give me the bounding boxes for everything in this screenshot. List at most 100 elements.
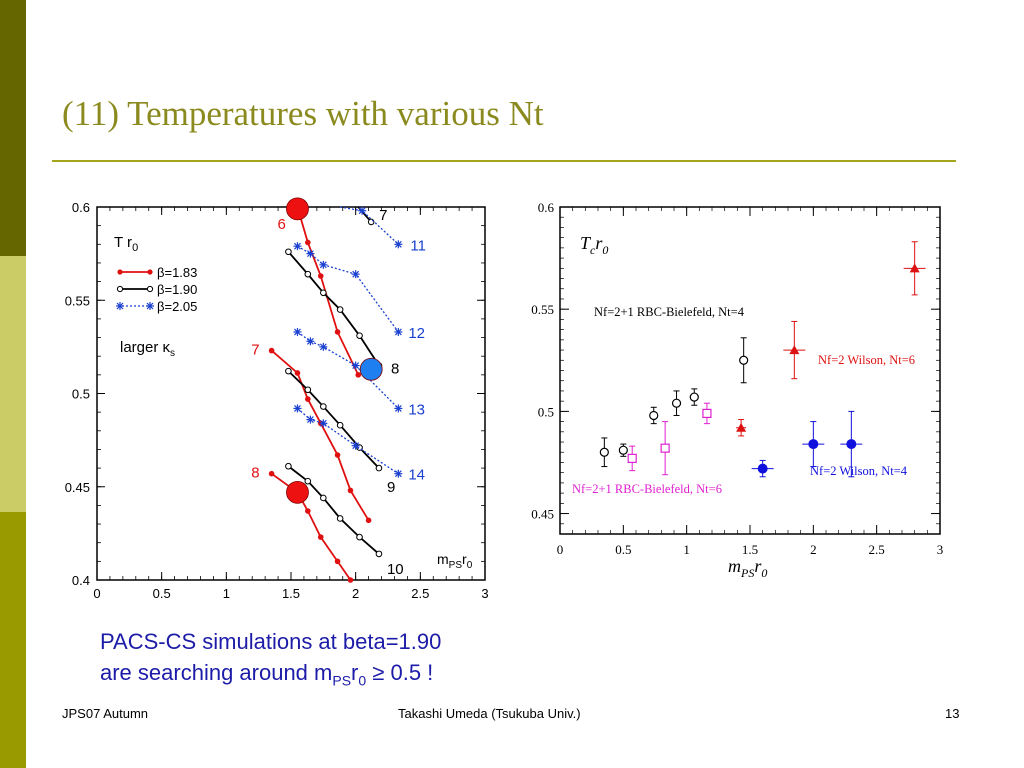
line-label: 14 (408, 467, 425, 484)
line-label: 9 (387, 479, 395, 496)
x-tick-label: 1.5 (742, 542, 758, 557)
star-marker-stroke (294, 404, 301, 412)
filled-dot-marker (347, 577, 354, 583)
series-label: Nf=2 Wilson, Nt=6 (818, 353, 915, 367)
left-chart-legend-title: T r0 (114, 234, 138, 254)
filled-dot-marker (268, 347, 275, 354)
line-label: 7 (251, 342, 259, 359)
y-tick-label: 0.45 (531, 507, 554, 522)
filled-triangle-marker (736, 422, 747, 432)
open-circle-marker (336, 515, 344, 522)
filled-dot-marker (334, 329, 341, 335)
star-marker-stroke (319, 261, 327, 269)
open-circle-marker (356, 332, 363, 339)
highlight-circle (359, 357, 383, 381)
series-3-line-13 (293, 327, 403, 413)
open-circle-marker (285, 462, 292, 470)
series-2-points (627, 402, 712, 476)
filled-dot-marker (294, 370, 301, 376)
series-label: Nf=2 Wilson, Nt=4 (810, 464, 908, 478)
open-circle-marker (367, 218, 375, 226)
star-marker-stroke (394, 470, 402, 478)
filled-dot-marker (334, 558, 341, 565)
left-chart: 0 0.5 1 1.5 2 2.5 3 0.4 0.45 0.5 0.55 0.6 7 8 7 8 9 10 11… (65, 197, 489, 601)
side-bar-top (0, 0, 26, 256)
legend-marker (116, 285, 124, 293)
x-tick-label: 1 (683, 542, 690, 557)
legend-entry: β=2.05 (157, 299, 197, 314)
y-tick-label: 0.45 (65, 480, 90, 495)
footer-center: Takashi Umeda (Tsukuba Univ.) (398, 706, 581, 721)
open-circle-marker (304, 477, 312, 485)
x-tick-label: 2.5 (869, 542, 885, 557)
legend-entry: β=1.90 (157, 282, 197, 297)
x-tick-label: 2.5 (411, 586, 429, 601)
series-label: Nf=2+1 RBC-Bielefeld, Nt=6 (572, 482, 722, 496)
x-tick-label: 0 (93, 586, 100, 601)
open-circle-marker (336, 421, 344, 429)
series-line-path (340, 206, 399, 245)
open-circle-marker (356, 533, 363, 541)
y-tick-label: 0.6 (538, 200, 555, 215)
x-tick-label: 0 (557, 542, 564, 557)
series-line-path (271, 472, 352, 581)
side-bar-middle (0, 256, 26, 512)
star-marker-stroke (294, 328, 301, 336)
filled-triangle-marker (789, 345, 800, 355)
star-marker-stroke (394, 240, 402, 248)
filled-dot-marker (305, 508, 311, 514)
star-marker-stroke (306, 250, 314, 258)
star-marker-stroke (352, 270, 360, 278)
filled-dot-marker (268, 470, 275, 477)
open-circle-marker (304, 270, 312, 278)
star-marker-stroke (306, 337, 314, 345)
note-line-1: PACS-CS simulations at beta=1.90 (100, 629, 442, 654)
star-marker-stroke (352, 362, 360, 369)
open-circle-marker (689, 392, 699, 402)
left-chart-xlabel: mPSr0 (437, 551, 473, 571)
open-circle-marker (320, 289, 327, 297)
left-chart-frame (96, 206, 486, 581)
left-chart-legend-note: larger κs (120, 339, 175, 359)
filled-dot-marker (305, 396, 311, 402)
star-marker-stroke (352, 442, 360, 450)
open-square-marker (627, 453, 637, 463)
x-tick-label: 1 (223, 586, 230, 601)
series-2-line-9 (285, 367, 383, 472)
y-tick-label: 0.5 (72, 387, 90, 402)
filled-circle-marker (808, 439, 819, 450)
line-label: 10 (387, 561, 404, 578)
series-3-line-12 (293, 242, 403, 336)
y-tick-label: 0.4 (72, 573, 90, 588)
note-sub-ps: PS (332, 672, 352, 689)
side-bar-bottom (0, 512, 26, 768)
note-r: r (351, 660, 359, 685)
line-label: 13 (408, 401, 425, 418)
series-3-line-14 (293, 404, 403, 478)
open-square-marker (702, 408, 712, 419)
right-chart: 0 0.5 1 1.5 2 2.5 3 0.45 0.5 0.55 0.6 Tcr0 mPSr0 N… (531, 200, 944, 580)
y-tick-label: 0.6 (72, 200, 90, 215)
x-tick-label: 2 (352, 586, 359, 601)
x-tick-label: 2 (810, 542, 817, 557)
x-tick-label: 1.5 (282, 586, 300, 601)
legend-marker (146, 285, 154, 293)
open-circle-marker (671, 398, 682, 408)
filled-dot-marker (305, 239, 311, 246)
series-3-points (736, 241, 926, 437)
open-circle-marker (285, 367, 292, 375)
legend-marker (117, 269, 123, 275)
filled-dot-marker (365, 517, 372, 524)
y-tick-label: 0.5 (538, 404, 554, 419)
x-tick-label: 3 (937, 542, 944, 557)
line-label: 8 (391, 361, 399, 378)
series-line-path (287, 465, 380, 555)
open-circle-marker (599, 447, 609, 457)
series-1-points (599, 337, 749, 468)
open-circle-marker (375, 464, 383, 472)
x-tick-label: 0.5 (615, 542, 631, 557)
open-circle-marker (375, 550, 383, 558)
star-marker-stroke (394, 404, 402, 412)
footer-left: JPS07 Autumn (62, 706, 148, 721)
note-tail: ≥ 0.5 ! (366, 660, 434, 685)
